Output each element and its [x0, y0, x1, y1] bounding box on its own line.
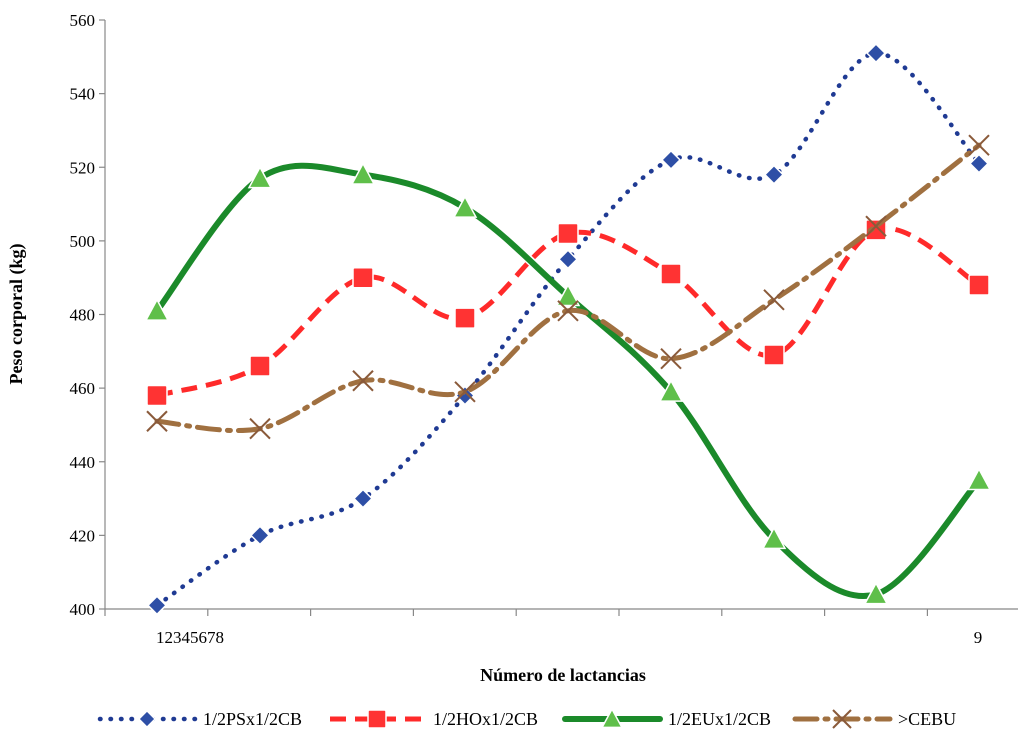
- legend-label: 1/2PSx1/2CB: [203, 709, 302, 729]
- data-point: [350, 162, 376, 185]
- data-point: [658, 379, 684, 402]
- data-point: [352, 488, 374, 509]
- data-point: [763, 344, 785, 366]
- y-tick-label: 400: [70, 600, 96, 619]
- data-point: [660, 149, 682, 170]
- series-layer: [144, 43, 992, 616]
- y-tick-label: 480: [70, 306, 96, 325]
- data-point: [763, 164, 785, 185]
- data-point: [966, 467, 992, 491]
- data-point: [761, 526, 787, 550]
- data-point: [249, 525, 271, 546]
- series-line: [154, 142, 982, 434]
- data-point: [146, 410, 168, 432]
- data-point: [454, 307, 476, 329]
- legend-label: 1/2HOx1/2CB: [433, 709, 538, 729]
- data-point: [452, 195, 478, 218]
- data-point: [763, 289, 785, 311]
- data-point: [968, 153, 990, 174]
- data-point: [557, 300, 579, 322]
- series-line: [156, 225, 981, 398]
- x-tick-label: 12345678: [156, 628, 224, 647]
- legend-marker: [600, 707, 624, 729]
- x-axis-title: Número de lactancias: [480, 665, 646, 685]
- legend: 1/2PSx1/2CB 1/2HOx1/2CB 1/2EUx1/2CB >CEBU: [97, 707, 956, 729]
- data-point: [247, 165, 273, 189]
- data-point: [249, 417, 271, 440]
- data-point: [968, 134, 990, 156]
- data-point: [865, 215, 887, 237]
- series-2: [144, 162, 992, 605]
- data-point: [144, 298, 170, 321]
- series-3: [146, 134, 990, 440]
- series-line: [154, 50, 982, 608]
- data-point: [146, 595, 168, 616]
- legend-marker: [367, 709, 387, 729]
- y-tick-label: 500: [70, 232, 96, 251]
- data-point: [557, 249, 579, 270]
- data-point: [863, 581, 889, 605]
- legend-item: 1/2PSx1/2CB: [97, 709, 302, 729]
- legend-label: 1/2EUx1/2CB: [668, 709, 771, 729]
- series-0: [146, 43, 990, 616]
- legend-item: 1/2EUx1/2CB: [562, 707, 771, 729]
- legend-marker: [137, 709, 157, 729]
- data-point: [352, 266, 374, 289]
- data-point: [249, 355, 271, 377]
- data-point: [660, 347, 682, 370]
- legend-label: >CEBU: [898, 709, 956, 729]
- y-tick-label: 420: [70, 526, 96, 545]
- legend-marker: [832, 709, 852, 729]
- axes: 400 420 440 460 480 500 520 540 560 12345678 9: [70, 11, 1018, 647]
- data-point: [557, 222, 579, 245]
- y-tick-label: 540: [70, 85, 96, 104]
- x-tick-label: 9: [974, 628, 983, 647]
- data-point: [660, 263, 682, 285]
- y-axis-title: Peso corporal (kg): [6, 244, 27, 385]
- data-point: [352, 370, 374, 392]
- y-tick-label: 560: [70, 11, 96, 30]
- data-point: [555, 283, 581, 307]
- data-point: [865, 43, 887, 64]
- data-point: [454, 381, 476, 403]
- data-point: [146, 384, 168, 407]
- legend-item: >CEBU: [792, 709, 956, 729]
- legend-item: 1/2HOx1/2CB: [330, 709, 538, 729]
- data-point: [968, 274, 990, 296]
- y-tick-label: 520: [70, 158, 96, 177]
- y-tick-label: 460: [70, 379, 96, 398]
- y-tick-label: 440: [70, 453, 96, 472]
